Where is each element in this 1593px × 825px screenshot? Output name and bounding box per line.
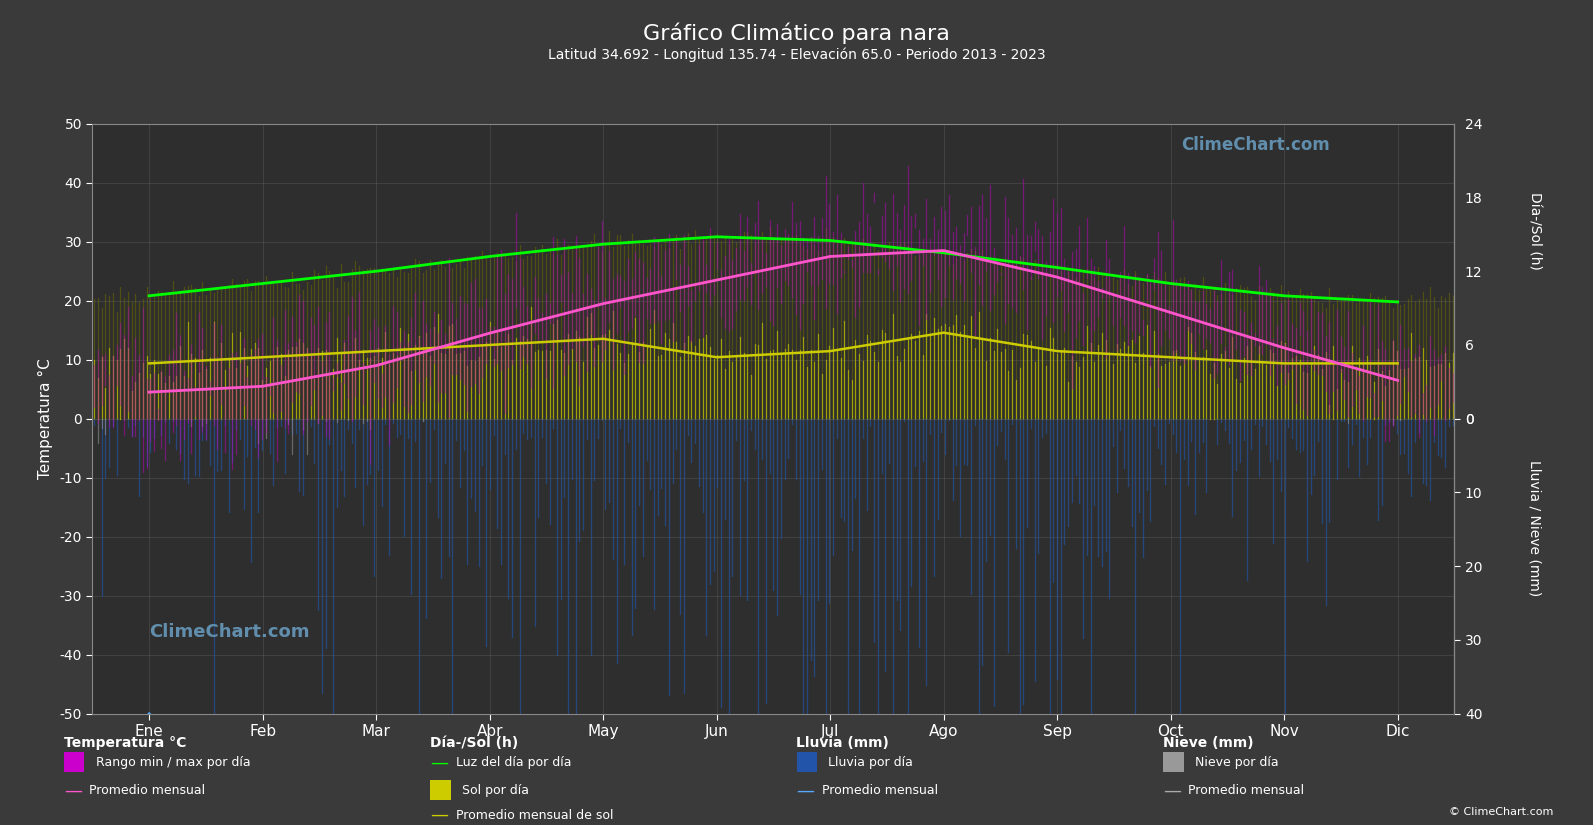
- Text: Promedio mensual: Promedio mensual: [1188, 784, 1305, 797]
- Text: Lluvia por día: Lluvia por día: [828, 756, 913, 769]
- Text: —: —: [796, 781, 814, 799]
- Text: Luz del día por día: Luz del día por día: [456, 756, 572, 769]
- Text: Temperatura °C: Temperatura °C: [64, 736, 186, 750]
- Text: Sol por día: Sol por día: [462, 784, 529, 797]
- Text: Gráfico Climático para nara: Gráfico Climático para nara: [644, 22, 949, 44]
- Text: Día-/Sol (h): Día-/Sol (h): [430, 736, 518, 750]
- Text: Día-/Sol (h): Día-/Sol (h): [1528, 192, 1540, 270]
- Text: —: —: [64, 781, 81, 799]
- Text: —: —: [1163, 781, 1180, 799]
- Text: ClimeChart.com: ClimeChart.com: [150, 623, 309, 641]
- Text: ClimeChart.com: ClimeChart.com: [1180, 136, 1330, 154]
- Text: Rango min / max por día: Rango min / max por día: [96, 756, 250, 769]
- Text: Promedio mensual: Promedio mensual: [822, 784, 938, 797]
- Text: Promedio mensual: Promedio mensual: [89, 784, 205, 797]
- Text: Latitud 34.692 - Longitud 135.74 - Elevación 65.0 - Periodo 2013 - 2023: Latitud 34.692 - Longitud 135.74 - Eleva…: [548, 48, 1045, 63]
- Text: Nieve por día: Nieve por día: [1195, 756, 1278, 769]
- Text: Lluvia (mm): Lluvia (mm): [796, 736, 889, 750]
- Text: —: —: [430, 806, 448, 824]
- Text: Promedio mensual de sol: Promedio mensual de sol: [456, 808, 613, 822]
- Text: © ClimeChart.com: © ClimeChart.com: [1448, 807, 1553, 817]
- Text: —: —: [430, 753, 448, 771]
- Y-axis label: Temperatura °C: Temperatura °C: [38, 358, 53, 479]
- Text: Nieve (mm): Nieve (mm): [1163, 736, 1254, 750]
- Text: Lluvia / Nieve (mm): Lluvia / Nieve (mm): [1528, 460, 1540, 596]
